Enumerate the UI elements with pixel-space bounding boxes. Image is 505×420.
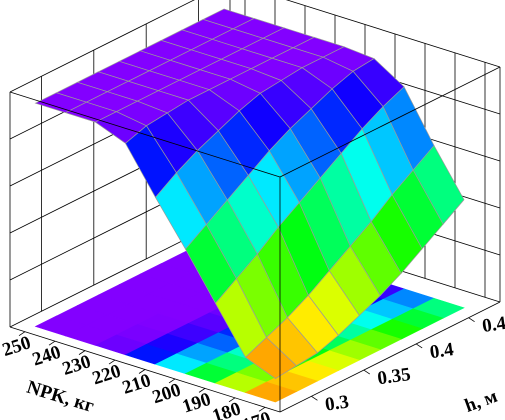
tick-mark [168, 378, 176, 384]
y-tick-label: 210 [120, 370, 154, 399]
x-tick-label: 0.35 [376, 364, 412, 389]
tick-mark [48, 340, 56, 346]
x-tick-label: 0.3 [324, 391, 350, 415]
tick-mark [468, 317, 475, 323]
box-edge [9, 91, 281, 178]
y-tick-label: 190 [180, 389, 214, 418]
y-tick-label: 200 [150, 379, 184, 408]
tick-mark [78, 350, 86, 355]
tick-mark [138, 369, 146, 374]
surface-cell [244, 336, 298, 379]
tick-mark [198, 388, 206, 393]
tick-mark [363, 369, 371, 375]
y-axis-title: NPK, кг [24, 377, 97, 417]
x-axis-title: h, м [462, 386, 500, 417]
box-edge [279, 66, 501, 178]
tick-mark [258, 406, 266, 412]
floor-projection-cell [244, 381, 298, 403]
x-tick-label: 0.4 [429, 339, 456, 363]
y-tick-label: 240 [30, 342, 64, 371]
tick-mark [228, 397, 236, 403]
tick-mark [415, 343, 423, 349]
tick-mark [108, 359, 116, 365]
x-tick-label: 0.45 [481, 312, 505, 337]
y-tick-label: 180 [210, 398, 244, 420]
y-tick-label: 220 [90, 361, 124, 390]
y-tick-label: 170 [240, 408, 274, 420]
box-edge [279, 301, 501, 413]
tick-mark [311, 395, 318, 401]
y-tick-label: 250 [0, 332, 33, 361]
wall-edge [9, 0, 195, 93]
y-tick-label: 230 [60, 351, 94, 380]
tick-mark [18, 331, 26, 337]
